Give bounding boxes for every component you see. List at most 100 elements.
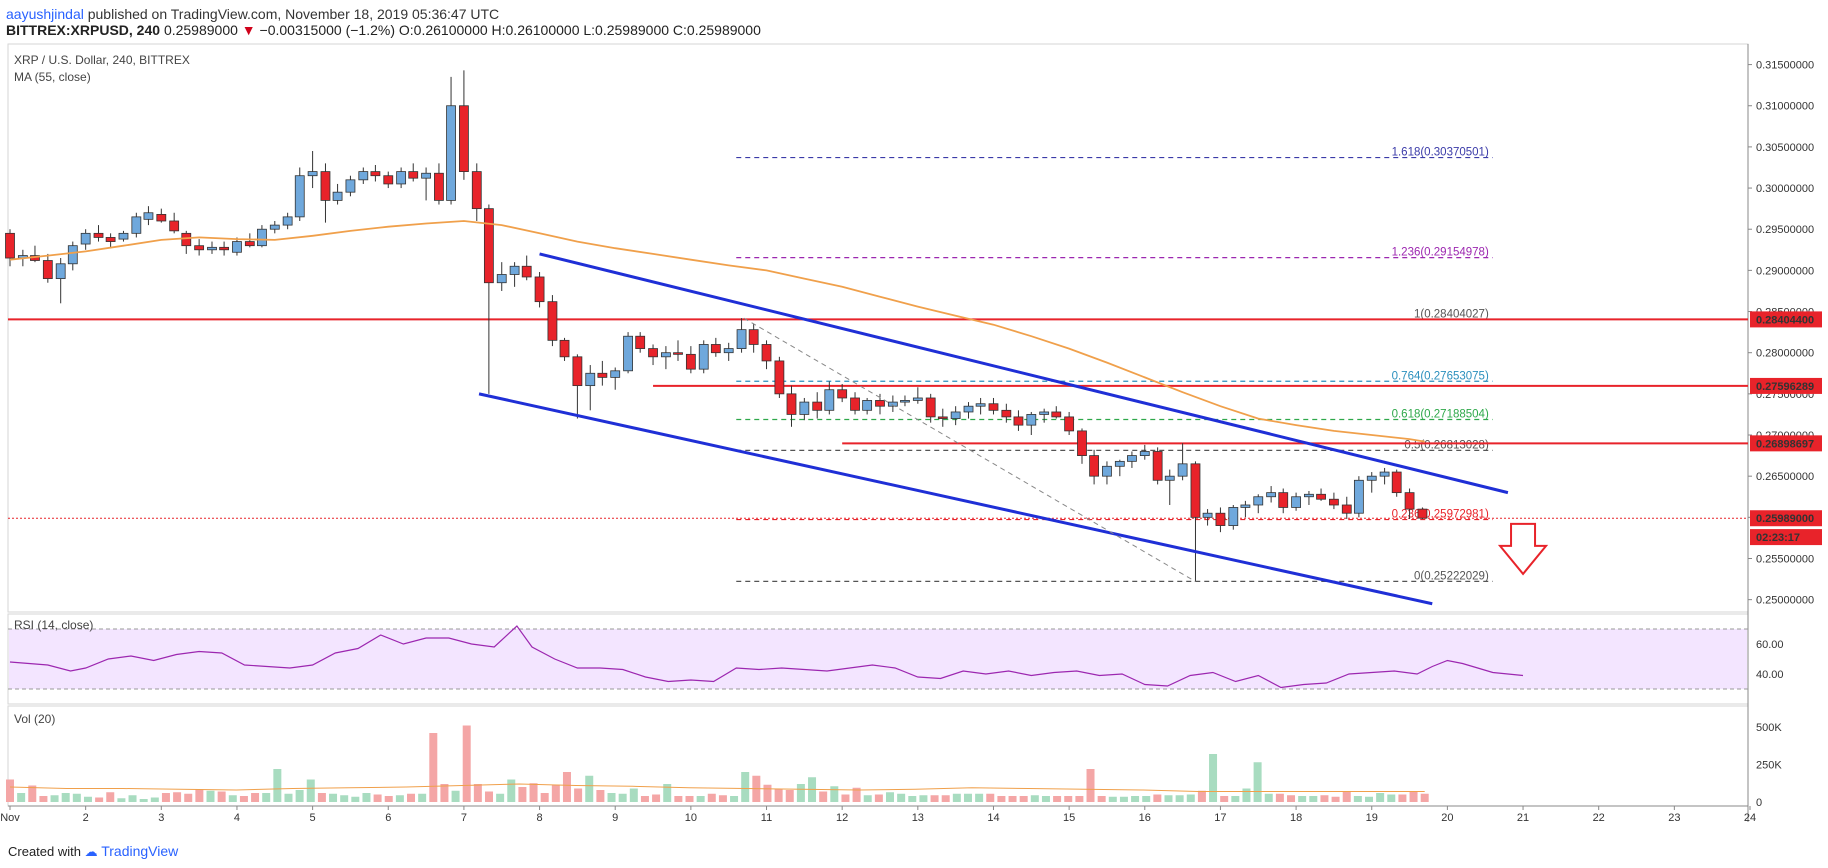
candle-body (975, 403, 986, 407)
candle-body (1001, 409, 1012, 418)
candle-body (1077, 430, 1087, 456)
volume-bar (340, 795, 349, 802)
candle-body (1329, 498, 1339, 506)
price-tick-label: 0.29500000 (1756, 224, 1814, 236)
candle-body (521, 265, 532, 278)
volume-bar (418, 793, 427, 802)
price-tick-label: 0.30000000 (1756, 183, 1814, 195)
volume-bar (774, 788, 783, 802)
candle-body (105, 237, 116, 242)
time-tick-label: 2 (83, 812, 89, 824)
volume-bar (741, 772, 750, 802)
volume-bar (50, 795, 59, 802)
candle-body (1026, 414, 1037, 426)
volume-bar (106, 792, 115, 802)
time-tick-label: 12 (836, 812, 848, 824)
candle-body (1404, 492, 1415, 510)
candle-body (1391, 471, 1402, 494)
change-arrow: ▼ (241, 22, 256, 38)
candle-body (786, 393, 797, 415)
candle-body (181, 232, 192, 247)
price-badge-label: 0.26898697 (1756, 438, 1814, 450)
volume-bar (28, 785, 37, 802)
price-tick-label: 0.25000000 (1756, 595, 1814, 607)
volume-bar (819, 791, 828, 802)
price-tick-label: 0.26500000 (1756, 471, 1814, 483)
price-badge (1750, 377, 1822, 394)
time-tick-label: 13 (912, 812, 924, 824)
candle-body (207, 246, 217, 251)
candle-body (332, 191, 343, 201)
volume-bar (451, 790, 460, 802)
time-tick-label: 17 (1214, 812, 1226, 824)
candle-body (875, 400, 885, 407)
time-tick-label: 7 (461, 812, 467, 824)
volume-bar (1131, 796, 1140, 802)
fib-level-label: 0.236(0.25972981) (1392, 509, 1489, 521)
candle-body (1215, 512, 1226, 526)
candle-body (736, 329, 747, 349)
candle-body (1152, 451, 1163, 481)
volume-bar (150, 797, 159, 802)
tradingview-logo-icon: ☁ (84, 844, 98, 859)
volume-bar (473, 784, 482, 802)
volume-bar (262, 793, 271, 802)
candle-body (219, 246, 229, 251)
volume-bar (72, 793, 81, 802)
footer-brand[interactable]: TradingView (101, 843, 179, 859)
candle-body (1013, 416, 1024, 426)
volume-bar (852, 787, 861, 802)
volume-bar (1075, 796, 1084, 802)
volume-bar (1209, 754, 1218, 802)
candle-body (597, 372, 608, 378)
volume-bar (1242, 788, 1251, 802)
candle-body (408, 171, 419, 179)
candle-body (837, 389, 848, 399)
volume-bar (629, 788, 638, 802)
candle-body (1304, 493, 1314, 498)
candle-body (900, 400, 910, 403)
candle-body (610, 370, 621, 378)
time-tick-label: 22 (1593, 812, 1605, 824)
volume-bar (251, 793, 260, 802)
volume-bar (1275, 793, 1284, 802)
candle-body (509, 265, 520, 275)
volume-bar (1097, 796, 1106, 802)
channel-lower-line (478, 392, 1433, 606)
volume-bar (1387, 794, 1396, 802)
volume-bar (1342, 791, 1351, 802)
last-price: 0.25989000 (163, 22, 238, 38)
fib-level-label: 1.236(0.29154978) (1392, 247, 1489, 259)
volume-bar (39, 796, 48, 802)
fib-trend-line (743, 317, 1196, 582)
candle-body (370, 171, 381, 177)
candle-body (585, 372, 596, 387)
volume-bar (362, 793, 371, 802)
candle-body (547, 301, 558, 341)
candle-body (710, 344, 721, 354)
volume-bar (206, 790, 215, 802)
candle-body (937, 416, 948, 419)
volume-bar (1008, 796, 1017, 802)
volume-bar (128, 795, 137, 802)
candle-body (55, 263, 66, 280)
candle-body (1353, 479, 1364, 514)
candle-body (850, 397, 860, 411)
volume-bar (217, 791, 226, 802)
price-tick-label: 0.31500000 (1756, 60, 1814, 72)
volume-bar (1364, 796, 1373, 802)
candle-body (257, 228, 267, 247)
author-link[interactable]: aayushjindal (6, 6, 84, 22)
candle-body (685, 353, 696, 370)
volume-bar (351, 796, 360, 802)
volume-legend: Vol (20) (14, 712, 55, 726)
volume-ma-line (9, 783, 1425, 792)
price-tick-label: 0.31000000 (1756, 101, 1814, 113)
candle-body (912, 397, 923, 401)
volume-bar (195, 789, 204, 802)
candle-body (925, 397, 936, 418)
price-badge (1750, 529, 1822, 546)
candle-body (345, 179, 356, 193)
candle-body (824, 389, 835, 411)
